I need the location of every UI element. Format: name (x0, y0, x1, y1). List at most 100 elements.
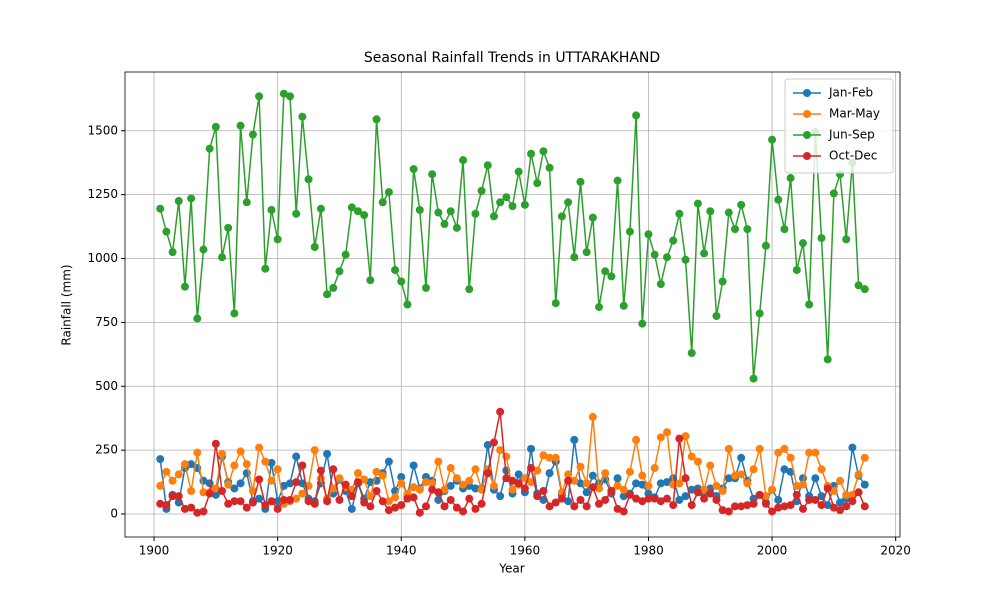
data-point (687, 349, 696, 358)
data-point (817, 465, 826, 474)
data-point (576, 462, 585, 471)
data-point (761, 241, 770, 250)
data-point (298, 489, 307, 498)
data-point (792, 481, 801, 490)
data-point (353, 469, 362, 478)
data-point (242, 198, 251, 207)
data-point (860, 480, 869, 489)
data-point (224, 499, 233, 508)
data-point (409, 493, 418, 502)
x-tick-label: 1940 (386, 544, 417, 558)
data-point (607, 487, 616, 496)
y-tick-label: 0 (110, 507, 118, 521)
data-point (582, 248, 591, 257)
data-point (156, 499, 165, 508)
data-point (199, 507, 208, 516)
data-point (514, 479, 523, 488)
data-point (391, 266, 400, 275)
data-point (823, 484, 832, 493)
data-point (211, 490, 220, 499)
data-point (391, 493, 400, 502)
data-point (236, 497, 245, 506)
data-point (236, 479, 245, 488)
data-point (218, 449, 227, 458)
series (156, 412, 869, 508)
data-point (180, 504, 189, 513)
data-point (378, 471, 387, 480)
data-point (292, 209, 301, 218)
data-point (255, 494, 264, 503)
data-point (329, 465, 338, 474)
data-point (384, 188, 393, 197)
plot-frame (124, 71, 901, 538)
data-point (786, 453, 795, 462)
data-point (638, 319, 647, 328)
data-point (854, 470, 863, 479)
data-point (768, 485, 777, 494)
data-point (514, 470, 523, 479)
y-tick-label: 500 (95, 379, 118, 393)
data-point (187, 487, 196, 496)
data-point (805, 448, 814, 457)
data-point (650, 464, 659, 473)
data-point (687, 452, 696, 461)
data-point (316, 466, 325, 475)
data-point (397, 472, 406, 481)
data-point (545, 163, 554, 172)
x-tick-label: 1920 (262, 544, 293, 558)
data-point (316, 204, 325, 213)
legend-marker (803, 110, 811, 118)
data-point (391, 503, 400, 512)
data-point (545, 469, 554, 478)
data-point (632, 111, 641, 120)
data-point (860, 502, 869, 511)
data-point (755, 490, 764, 499)
data-point (156, 455, 165, 464)
data-point (681, 432, 690, 441)
data-point (323, 449, 332, 458)
data-point (854, 281, 863, 290)
legend-box (784, 78, 894, 174)
data-point (730, 502, 739, 511)
data-point (829, 503, 838, 512)
data-point (798, 239, 807, 248)
data-point (582, 479, 591, 488)
data-point (539, 147, 548, 156)
data-point (459, 480, 468, 489)
data-point (415, 508, 424, 517)
data-point (428, 485, 437, 494)
data-point (798, 480, 807, 489)
data-point (706, 207, 715, 216)
data-point (644, 230, 653, 239)
data-point (749, 465, 758, 474)
data-point (286, 479, 295, 488)
data-point (298, 461, 307, 470)
data-point (632, 494, 641, 503)
data-point (638, 497, 647, 506)
data-point (625, 490, 634, 499)
data-point (273, 497, 282, 506)
data-point (644, 494, 653, 503)
data-point (199, 488, 208, 497)
data-point (675, 209, 684, 218)
data-point (187, 194, 196, 203)
data-point (718, 487, 727, 496)
data-point (248, 130, 257, 139)
legend-label: Oct-Dec (829, 149, 877, 163)
data-point (273, 465, 282, 474)
data-point (471, 465, 480, 474)
data-point (489, 212, 498, 221)
data-point (613, 474, 622, 483)
data-point (780, 225, 789, 234)
data-point (211, 439, 220, 448)
data-point (397, 479, 406, 488)
data-point (656, 497, 665, 506)
data-point (724, 444, 733, 453)
data-point (199, 245, 208, 254)
data-point (730, 225, 739, 234)
data-point (619, 301, 628, 310)
data-point (724, 507, 733, 516)
data-point (780, 465, 789, 474)
data-point (261, 457, 270, 466)
